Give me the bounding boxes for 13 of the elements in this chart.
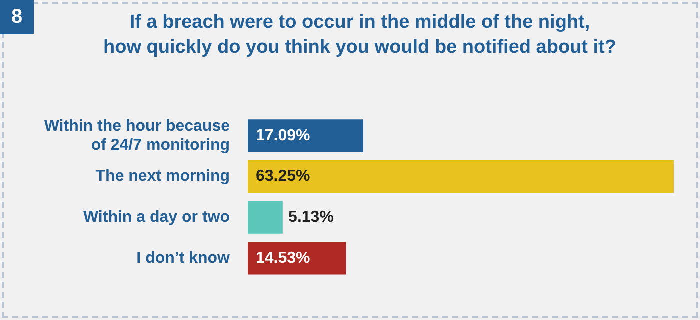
y-tick-label: I don’t know bbox=[136, 250, 231, 267]
data-label: 17.09% bbox=[256, 127, 310, 144]
text: 8 bbox=[0, 0, 34, 34]
chart-title: If a breach were to occur in the middle of the night, how quickly do you think you would be notified about it? bbox=[102, 11, 618, 60]
bar bbox=[248, 120, 364, 152]
data-label: 63.25% bbox=[256, 168, 310, 186]
y-tick-label: The next morning bbox=[96, 168, 230, 186]
bar bbox=[248, 201, 283, 234]
bar bbox=[248, 160, 674, 194]
data-label: 14.53% bbox=[256, 250, 310, 267]
y-tick-label: Within a day or two bbox=[83, 209, 230, 226]
data-label: 5.13% bbox=[288, 209, 334, 226]
y-tick-label: Within the hour because of 24/7 monitoring bbox=[44, 118, 230, 154]
